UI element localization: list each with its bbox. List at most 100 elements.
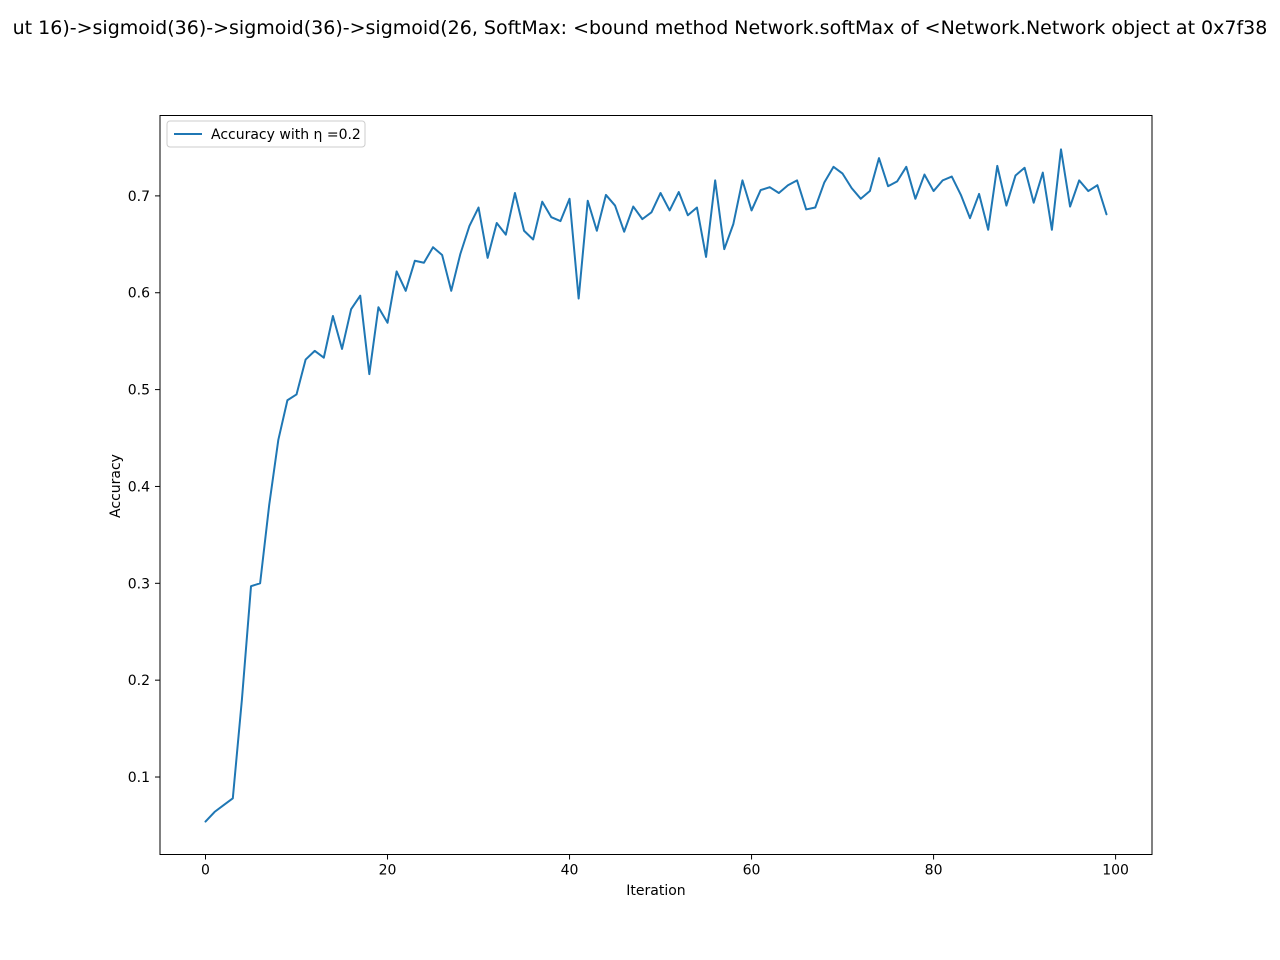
series-point bbox=[1023, 167, 1026, 169]
series-point bbox=[632, 205, 634, 208]
x-axis-ticks: 0 20 40 60 80 100 bbox=[201, 854, 1129, 879]
series-point bbox=[487, 257, 489, 259]
series-point bbox=[650, 211, 653, 213]
y-tick-label: 0.4 bbox=[128, 479, 150, 495]
series-point bbox=[996, 165, 998, 167]
series-point bbox=[314, 350, 316, 352]
series-point bbox=[705, 256, 707, 258]
series-point bbox=[896, 180, 898, 182]
x-tick-label: 40 bbox=[561, 863, 579, 879]
series-point bbox=[368, 373, 370, 375]
series-point bbox=[814, 206, 816, 209]
series-point bbox=[532, 238, 534, 241]
series-point bbox=[732, 223, 734, 225]
y-tick-label: 0.6 bbox=[128, 286, 150, 302]
series-point bbox=[514, 192, 516, 194]
series-point bbox=[1033, 202, 1035, 204]
y-tick-label: 0.7 bbox=[128, 189, 150, 205]
series-point bbox=[405, 290, 407, 292]
series-point bbox=[477, 206, 480, 209]
series-point bbox=[259, 582, 261, 584]
series-point bbox=[432, 246, 434, 248]
series-line-0 bbox=[204, 148, 1108, 823]
x-tick-label: 0 bbox=[201, 863, 210, 879]
series-point bbox=[641, 218, 643, 220]
series-point bbox=[723, 248, 725, 250]
series-point bbox=[468, 225, 471, 227]
series-point bbox=[550, 216, 552, 218]
series-point bbox=[223, 804, 225, 806]
series-point bbox=[359, 295, 361, 297]
series-point bbox=[559, 220, 562, 222]
y-tick-label: 0.5 bbox=[128, 383, 150, 399]
series-point bbox=[878, 157, 880, 159]
series-point bbox=[578, 297, 580, 300]
series-point bbox=[669, 209, 671, 212]
series-point bbox=[769, 186, 771, 188]
series-point bbox=[851, 187, 853, 189]
series-point bbox=[905, 166, 907, 168]
series-point bbox=[423, 262, 425, 264]
series-point bbox=[914, 198, 916, 200]
y-axis-label: Accuracy bbox=[108, 454, 124, 518]
series-point bbox=[887, 185, 889, 187]
series-point bbox=[823, 181, 825, 183]
series-point bbox=[441, 254, 443, 256]
series-point bbox=[241, 698, 243, 701]
series-point bbox=[614, 204, 616, 207]
series-point bbox=[377, 306, 380, 308]
series-point bbox=[250, 585, 252, 587]
series-point bbox=[505, 234, 507, 236]
series-point bbox=[386, 322, 389, 324]
series-point bbox=[696, 206, 698, 209]
series-point bbox=[741, 179, 744, 181]
series-point bbox=[341, 348, 343, 350]
series-point bbox=[605, 194, 607, 196]
y-tick-label: 0.3 bbox=[128, 576, 150, 592]
series-point bbox=[1005, 204, 1007, 207]
x-axis-label: Iteration bbox=[626, 883, 685, 899]
series-point bbox=[942, 179, 944, 181]
series-point bbox=[869, 190, 871, 192]
series-point bbox=[932, 190, 935, 192]
chart-title: ut 16)->sigmoid(36)->sigmoid(36)->sigmoi… bbox=[13, 17, 1268, 39]
series-point bbox=[1105, 213, 1108, 215]
series-point bbox=[687, 214, 689, 216]
series-point bbox=[305, 358, 307, 361]
series-point bbox=[987, 229, 989, 231]
series-point bbox=[523, 230, 525, 232]
series-point bbox=[969, 217, 971, 219]
series-point bbox=[923, 173, 926, 176]
series-point bbox=[568, 198, 571, 200]
series-point bbox=[232, 797, 234, 799]
series-point bbox=[496, 222, 498, 224]
series-point bbox=[204, 820, 207, 823]
series-point bbox=[778, 192, 780, 194]
series-point bbox=[323, 357, 325, 359]
series-point bbox=[860, 198, 862, 200]
legend: Accuracy with η =0.2 bbox=[166, 120, 366, 148]
x-tick-label: 80 bbox=[925, 863, 943, 879]
x-tick-label: 20 bbox=[379, 863, 397, 879]
legend-label: Accuracy with η =0.2 bbox=[211, 127, 361, 143]
series-point bbox=[1087, 190, 1089, 192]
series-point bbox=[286, 399, 289, 401]
series-point bbox=[659, 192, 662, 194]
legend-box bbox=[166, 120, 366, 148]
series-point bbox=[268, 504, 270, 506]
series-point bbox=[796, 179, 798, 181]
series-point bbox=[596, 230, 598, 232]
series-point bbox=[832, 166, 835, 168]
x-tick-label: 100 bbox=[1102, 863, 1129, 879]
series-point bbox=[841, 173, 844, 175]
series-point bbox=[459, 253, 461, 255]
series-point bbox=[295, 393, 298, 396]
series-point bbox=[414, 260, 416, 262]
series-point bbox=[623, 231, 625, 233]
series-point bbox=[1096, 184, 1098, 186]
x-tick-label: 60 bbox=[743, 863, 761, 879]
series-point bbox=[1060, 148, 1062, 150]
series-point bbox=[787, 184, 789, 186]
y-tick-label: 0.2 bbox=[128, 673, 150, 689]
